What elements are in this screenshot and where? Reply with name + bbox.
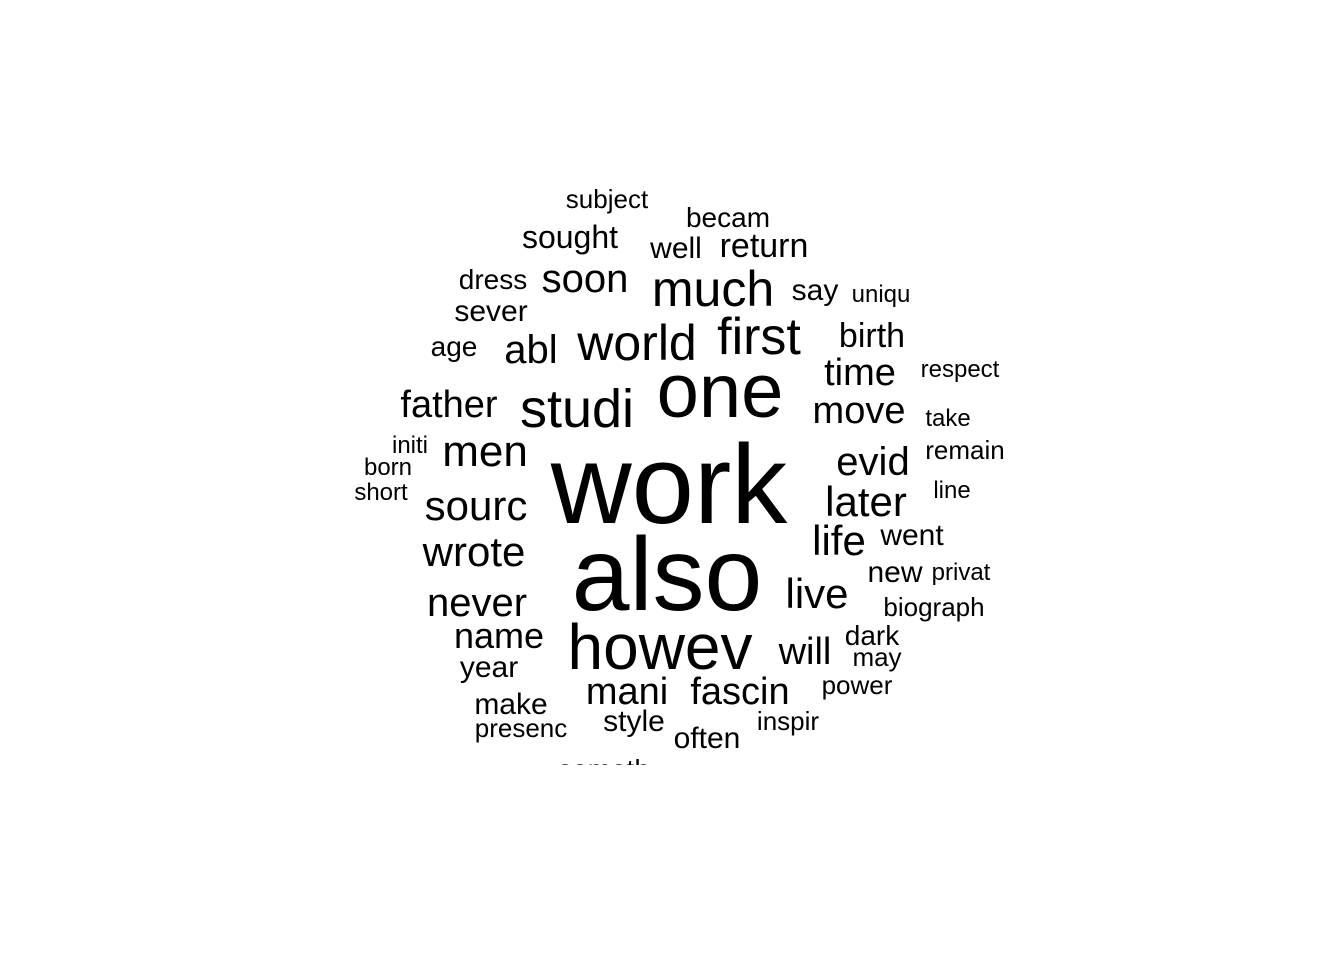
word: mani: [585, 671, 669, 713]
word: howev: [567, 611, 753, 683]
word: dress: [458, 264, 528, 295]
word: power: [821, 670, 893, 700]
word: born: [363, 454, 413, 481]
word: first: [717, 308, 801, 366]
word: birth: [838, 317, 906, 355]
word: respect: [920, 356, 1000, 383]
word: much: [651, 261, 775, 317]
word: also: [571, 517, 763, 633]
word: name: [453, 615, 545, 656]
word: new: [867, 556, 923, 589]
word: return: [719, 227, 809, 265]
word: line: [933, 477, 971, 504]
word: inspir: [756, 706, 820, 736]
word: may: [852, 642, 902, 672]
word: age: [430, 331, 478, 362]
word: men: [442, 427, 528, 476]
word: move: [812, 390, 906, 432]
word: becam: [685, 202, 771, 233]
word: make: [474, 688, 548, 721]
word: life: [812, 517, 866, 564]
word: wrote: [422, 528, 526, 575]
word: remain: [925, 435, 1005, 465]
word: studi: [519, 379, 635, 439]
word: someth: [558, 756, 650, 766]
word: privat: [931, 559, 991, 586]
word: fascin: [690, 671, 790, 713]
word: well: [650, 232, 702, 265]
word: sever: [454, 295, 528, 328]
word: year: [459, 651, 519, 684]
word: often: [673, 722, 741, 755]
word: uniqu: [851, 281, 911, 308]
word: take: [925, 405, 971, 432]
word: never: [426, 581, 528, 625]
word: sought: [521, 219, 619, 255]
word: live: [785, 570, 849, 617]
word: dark: [844, 620, 900, 651]
word: will: [778, 631, 832, 673]
word: evid: [836, 440, 910, 484]
word: later: [825, 478, 907, 525]
word: time: [824, 352, 896, 394]
word: soon: [541, 257, 629, 301]
word: subject: [565, 184, 649, 214]
word-cloud-area: work also one howev studi much first wor…: [354, 184, 1005, 766]
word: one: [656, 349, 784, 434]
word: father: [400, 384, 498, 426]
word: biograph: [883, 592, 985, 622]
word: work: [550, 422, 788, 547]
word: abl: [504, 328, 558, 372]
word: short: [354, 479, 408, 506]
word: style: [603, 705, 665, 738]
word: went: [880, 519, 944, 552]
word: world: [577, 315, 697, 371]
word: initi: [391, 432, 429, 459]
word: presenc: [474, 713, 568, 743]
word: say: [791, 274, 839, 307]
word: sourc: [424, 482, 528, 529]
